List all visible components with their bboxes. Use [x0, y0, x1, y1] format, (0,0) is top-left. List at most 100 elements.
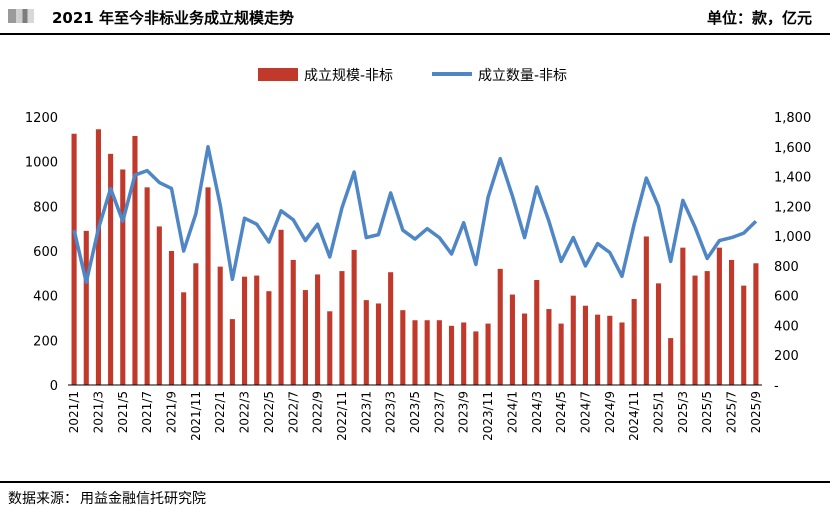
left-tick-label: 1200	[25, 111, 58, 126]
right-tick-label: 200	[774, 349, 799, 364]
right-tick-label: 1,200	[774, 200, 811, 215]
x-tick-label: 2023/3	[384, 391, 398, 433]
x-tick-label: 2024/3	[530, 391, 544, 433]
right-tick-label: 1,000	[774, 230, 811, 245]
bar-mark	[509, 294, 515, 385]
bar-mark	[716, 247, 722, 385]
bar-mark	[436, 320, 442, 385]
right-tick-label: 1,600	[774, 141, 811, 156]
x-tick-label: 2021/11	[189, 391, 203, 441]
legend-bar-label: 成立规模-非标	[304, 68, 393, 84]
x-tick-label: 2025/3	[676, 391, 690, 433]
bar-mark	[534, 280, 540, 385]
x-tick-label: 2021/5	[116, 391, 130, 433]
bar-mark	[327, 311, 333, 385]
bar-mark	[120, 169, 126, 385]
bar-mark	[266, 291, 272, 385]
bar-mark	[278, 229, 284, 385]
x-tick-label: 2022/11	[335, 391, 349, 441]
x-tick-label: 2023/7	[432, 391, 446, 433]
left-tick-label: 1000	[25, 156, 58, 171]
bar-mark	[595, 314, 601, 385]
bar-mark	[692, 275, 698, 385]
unit-label: 单位：款，亿元	[706, 9, 812, 27]
bar-mark	[400, 310, 406, 385]
brand-logo-icon	[8, 9, 34, 23]
left-tick-label: 400	[33, 290, 58, 305]
right-tick-label: 600	[774, 290, 799, 305]
left-tick-label: 800	[33, 200, 58, 215]
x-tick-label: 2025/7	[725, 391, 739, 433]
bar-mark	[132, 135, 138, 385]
bar-mark	[729, 259, 735, 385]
x-tick-label: 2022/9	[311, 391, 325, 433]
bar-mark	[704, 271, 710, 385]
bar-mark	[582, 305, 589, 385]
bar-mark	[461, 322, 467, 385]
line-series	[72, 145, 758, 285]
header-bar: 2021 年至今非标业务成立规模走势 单位：款，亿元	[0, 0, 830, 33]
bar-mark	[156, 226, 162, 385]
right-tick-label: -	[774, 379, 779, 394]
bar-series	[71, 129, 759, 385]
bar-mark	[668, 338, 674, 385]
x-tick-label: 2025/5	[700, 391, 714, 433]
x-tick-label: 2024/9	[603, 391, 617, 433]
legend-line-label: 成立数量-非标	[478, 68, 567, 84]
bar-mark	[424, 320, 430, 385]
bar-mark	[229, 319, 235, 385]
bar-mark	[753, 263, 759, 385]
top-divider	[0, 33, 830, 35]
source-note: 数据来源： 用益金融信托研究院	[6, 488, 206, 508]
bar-mark	[241, 276, 248, 385]
bar-mark	[412, 320, 418, 385]
source-text: 用益金融信托研究院	[80, 491, 206, 507]
legend-bar-swatch	[258, 68, 298, 81]
chart-legend: 成立规模-非标 成立数量-非标	[258, 68, 567, 84]
x-tick-label: 2021/9	[164, 391, 178, 433]
bar-mark	[497, 268, 503, 385]
x-tick-label: 2024/7	[578, 391, 592, 433]
bar-mark	[388, 272, 394, 385]
x-tick-label: 2023/9	[457, 391, 471, 433]
bar-mark	[290, 259, 296, 385]
right-tick-label: 800	[774, 260, 799, 275]
x-tick-label: 2021/7	[140, 391, 154, 433]
x-axis-ticks: 2021/1 2021/3 2021/5 2021/7 2021/9 2021/11 202…	[67, 391, 763, 441]
right-tick-label: 400	[774, 319, 799, 334]
bar-mark	[168, 251, 175, 385]
left-tick-label: 600	[33, 245, 58, 260]
bar-mark	[363, 300, 369, 385]
bar-mark	[108, 153, 114, 385]
bar-mark	[485, 323, 491, 385]
bar-mark	[643, 236, 649, 385]
bar-mark	[570, 295, 576, 385]
left-axis-ticks: 0 200 400 600 800 1000 1200	[25, 111, 58, 394]
x-tick-label: 2022/3	[238, 391, 252, 433]
x-tick-label: 2024/5	[554, 391, 568, 433]
bar-mark	[607, 315, 613, 385]
bar-mark	[71, 133, 77, 385]
bar-mark	[205, 187, 211, 385]
x-tick-label: 2024/11	[627, 391, 641, 441]
x-tick-label: 2025/9	[749, 391, 763, 433]
bar-mark	[558, 323, 564, 385]
bar-mark	[181, 292, 187, 385]
bar-mark	[655, 283, 662, 385]
bar-mark	[315, 274, 321, 385]
bar-mark	[631, 299, 637, 385]
right-tick-label: 1,400	[774, 171, 811, 186]
bottom-divider	[0, 481, 830, 483]
x-tick-label: 2022/7	[286, 391, 300, 433]
bar-mark	[217, 266, 223, 385]
bar-mark	[619, 322, 625, 385]
bar-mark	[473, 331, 479, 385]
bar-mark	[375, 303, 382, 385]
right-tick-label: 1,800	[774, 111, 811, 126]
x-tick-label: 2021/3	[91, 391, 105, 433]
source-label: 数据来源：	[8, 491, 78, 507]
chart-title: 2021 年至今非标业务成立规模走势	[52, 9, 294, 27]
bar-mark	[193, 263, 199, 385]
right-axis-ticks: - 200 400 600 800 1,000 1,200 1,400 1,600 1,800	[774, 111, 811, 394]
bar-mark	[680, 247, 686, 385]
